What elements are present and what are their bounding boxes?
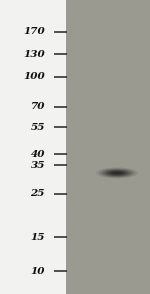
Text: 40: 40 bbox=[30, 150, 45, 158]
Ellipse shape bbox=[99, 168, 135, 178]
Text: 55: 55 bbox=[30, 123, 45, 132]
Text: 35: 35 bbox=[30, 161, 45, 170]
Text: 170: 170 bbox=[23, 27, 45, 36]
Ellipse shape bbox=[109, 171, 125, 175]
Text: 25: 25 bbox=[30, 189, 45, 198]
Text: 100: 100 bbox=[23, 72, 45, 81]
Ellipse shape bbox=[102, 169, 132, 177]
Ellipse shape bbox=[105, 170, 129, 176]
Bar bbox=[66, 0, 150, 294]
Text: 130: 130 bbox=[23, 50, 45, 59]
Ellipse shape bbox=[111, 171, 123, 175]
Bar bbox=[0, 0, 66, 294]
Ellipse shape bbox=[114, 172, 120, 174]
Ellipse shape bbox=[96, 167, 138, 178]
Text: 15: 15 bbox=[30, 233, 45, 242]
Text: 70: 70 bbox=[30, 102, 45, 111]
Text: 10: 10 bbox=[30, 267, 45, 276]
